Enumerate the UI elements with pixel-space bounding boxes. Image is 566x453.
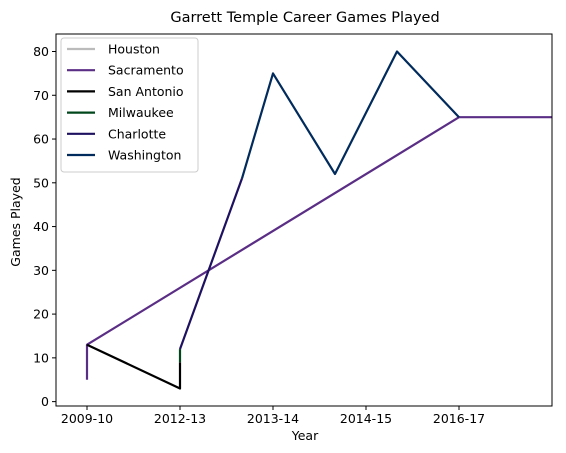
x-tick-label: 2009-10 xyxy=(61,411,113,426)
y-tick-label: 20 xyxy=(33,307,49,322)
x-axis-label: Year xyxy=(291,428,319,443)
y-tick-label: 10 xyxy=(33,350,49,365)
x-tick-label: 2014-15 xyxy=(340,411,392,426)
y-tick-label: 70 xyxy=(33,88,49,103)
y-axis: 0 10 20 30 40 50 60 70 80 xyxy=(33,44,56,409)
series-line-2 xyxy=(86,343,182,390)
y-tick-label: 40 xyxy=(33,219,49,234)
x-tick-label: 2013-14 xyxy=(247,411,299,426)
plot-lines xyxy=(85,50,552,390)
y-tick-label: 80 xyxy=(33,44,49,59)
y-tick-label: 50 xyxy=(33,175,49,190)
x-tick-label: 2016-17 xyxy=(433,411,485,426)
series-line-1 xyxy=(85,116,552,380)
y-tick-label: 0 xyxy=(41,394,49,409)
y-axis-label: Games Played xyxy=(8,177,23,266)
series-line-5 xyxy=(240,50,460,179)
plot-frame xyxy=(55,33,553,407)
x-axis: 2009-10 2012-13 2013-14 2014-15 2016-17 xyxy=(61,406,485,426)
legend: Houston Sacramento San Antonio Milwaukee Cha… xyxy=(60,37,199,173)
y-tick-label: 30 xyxy=(33,263,49,278)
legend-entry-0: Houston xyxy=(108,42,160,57)
legend-entry-2: San Antonio xyxy=(108,84,184,99)
legend-entry-3: Milwaukee xyxy=(108,105,174,120)
legend-entry-4: Charlotte xyxy=(108,126,166,141)
series-line-4 xyxy=(178,178,244,350)
y-tick-label: 60 xyxy=(33,132,49,147)
legend-entry-5: Washington xyxy=(108,148,181,163)
legend-box xyxy=(60,37,199,173)
chart-title: Garrett Temple Career Games Played xyxy=(170,10,439,26)
legend-entry-1: Sacramento xyxy=(108,63,184,78)
x-tick-label: 2012-13 xyxy=(154,411,206,426)
